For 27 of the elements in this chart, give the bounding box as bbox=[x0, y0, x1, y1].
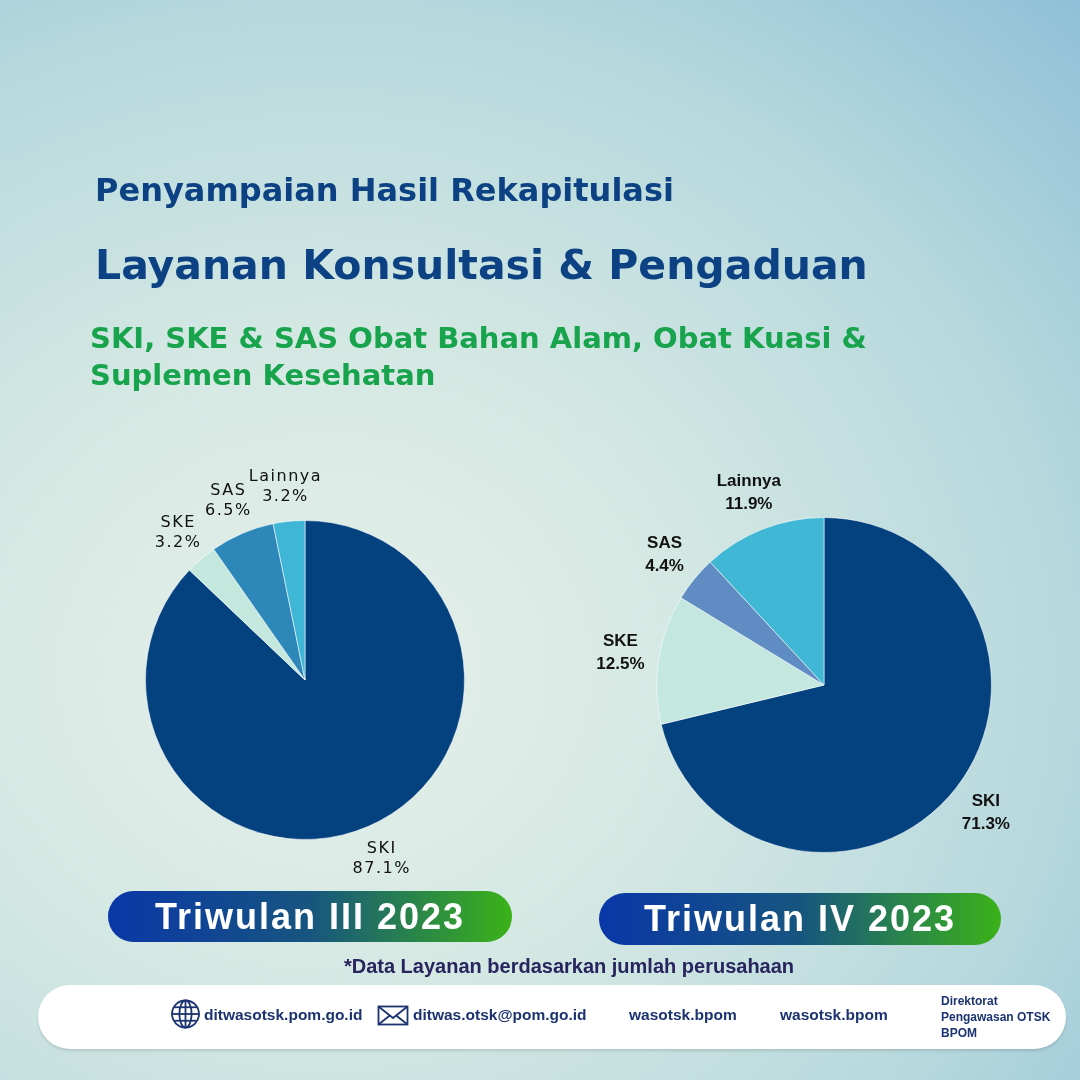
slice-label: Lainnya bbox=[248, 465, 323, 485]
data-label: 11.9% bbox=[725, 494, 773, 514]
data-label: 3.2% bbox=[262, 485, 309, 505]
slice-label: SKI bbox=[366, 837, 397, 857]
text: Direktorat Pengawasan OTSK BPOM bbox=[941, 993, 1052, 1041]
text: wasotsk.bpom bbox=[629, 1006, 737, 1024]
text: *Data Layanan berdasarkan jumlah perusahaan bbox=[342, 954, 796, 978]
text: Penyampaian Hasil Rekapitulasi bbox=[95, 170, 674, 210]
data-label: 71.3% bbox=[961, 813, 1010, 833]
slice-label: SAS bbox=[210, 480, 247, 500]
text: ditwasotsk.pom.go.id bbox=[204, 1006, 363, 1024]
data-label: 12.5% bbox=[596, 654, 645, 674]
data-label: 3.2% bbox=[154, 531, 202, 551]
data-label: 4.4% bbox=[645, 555, 684, 575]
text: Triwulan IV 2023 bbox=[599, 893, 1001, 945]
data-label: 87.1% bbox=[352, 857, 411, 877]
slice-label: Lainnya bbox=[716, 471, 782, 491]
slice-label: SKE bbox=[160, 511, 196, 531]
slice-label: SKI bbox=[971, 790, 1001, 810]
text: ditwas.otsk@pom.go.id bbox=[413, 1006, 587, 1024]
text: SKI, SKE & SAS Obat Bahan Alam, Obat Kuasi & Suplemen Kesehatan bbox=[90, 320, 868, 394]
text: wasotsk.bpom bbox=[780, 1006, 888, 1024]
text: Layanan Konsultasi & Pengaduan bbox=[95, 240, 868, 290]
data-label: 6.5% bbox=[204, 500, 252, 520]
slice-label: SKE bbox=[602, 631, 638, 651]
text: Triwulan III 2023 bbox=[108, 891, 512, 942]
slice-label: SAS bbox=[647, 532, 683, 552]
